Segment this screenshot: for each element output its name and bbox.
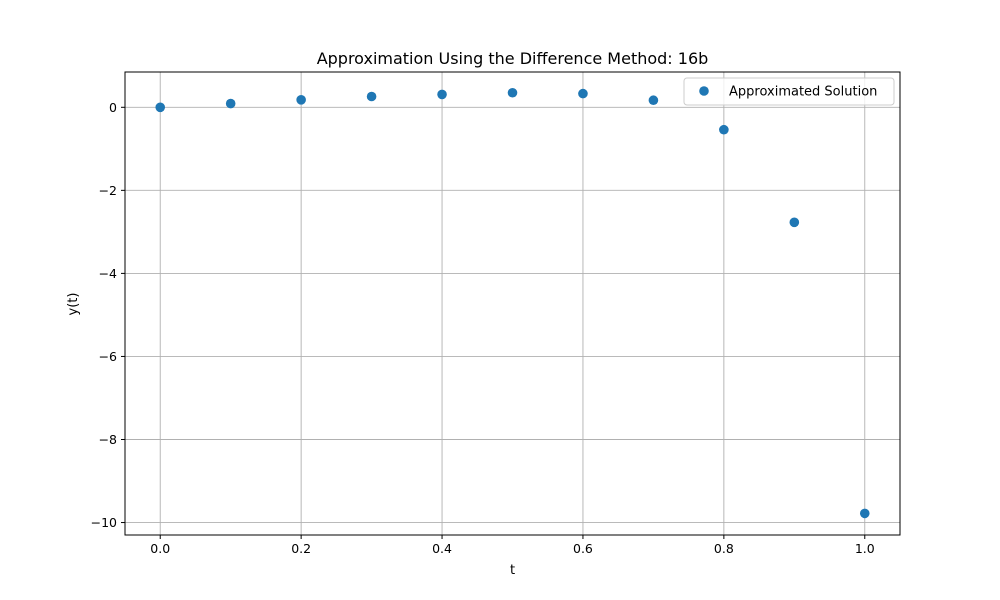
chart-title: Approximation Using the Difference Metho… xyxy=(317,49,709,68)
data-point xyxy=(719,124,729,135)
plot-frame xyxy=(124,71,901,536)
y-tick-label: 0 xyxy=(109,100,117,115)
data-point xyxy=(155,102,166,113)
data-point xyxy=(225,98,236,109)
axis-ticks: 0.0 0.2 0.4 0.6 0.8 1.0 0 −2 −4 −6 −8 −10 xyxy=(91,100,875,556)
y-tick-label: −10 xyxy=(91,515,117,530)
legend: Approximated Solution xyxy=(683,77,895,106)
x-tick-label: 0.0 xyxy=(150,541,170,556)
data-point xyxy=(789,217,800,228)
x-tick-label: 0.6 xyxy=(573,541,593,556)
data-point xyxy=(859,508,870,519)
x-tick-label: 1.0 xyxy=(855,541,875,556)
y-tick-label: −8 xyxy=(99,432,117,447)
legend-marker xyxy=(699,86,709,96)
data-point xyxy=(366,91,377,102)
data-point xyxy=(296,95,306,105)
x-tick-label: 0.2 xyxy=(291,541,311,556)
data-point xyxy=(507,87,518,98)
y-tick-label: −2 xyxy=(99,183,117,198)
data-point xyxy=(648,95,659,106)
grid xyxy=(125,72,900,535)
y-tick-label: −4 xyxy=(99,266,117,281)
legend-box xyxy=(683,77,895,106)
y-tick-label: −6 xyxy=(99,349,117,364)
data-point xyxy=(578,88,588,99)
data-point xyxy=(437,89,447,100)
x-axis-label: t xyxy=(510,563,515,578)
x-tick-label: 0.4 xyxy=(432,541,452,556)
x-tick-label: 0.8 xyxy=(714,541,734,556)
y-axis-label: y(t) xyxy=(66,293,81,316)
legend-label: Approximated Solution xyxy=(729,85,877,100)
data-points xyxy=(155,87,870,519)
